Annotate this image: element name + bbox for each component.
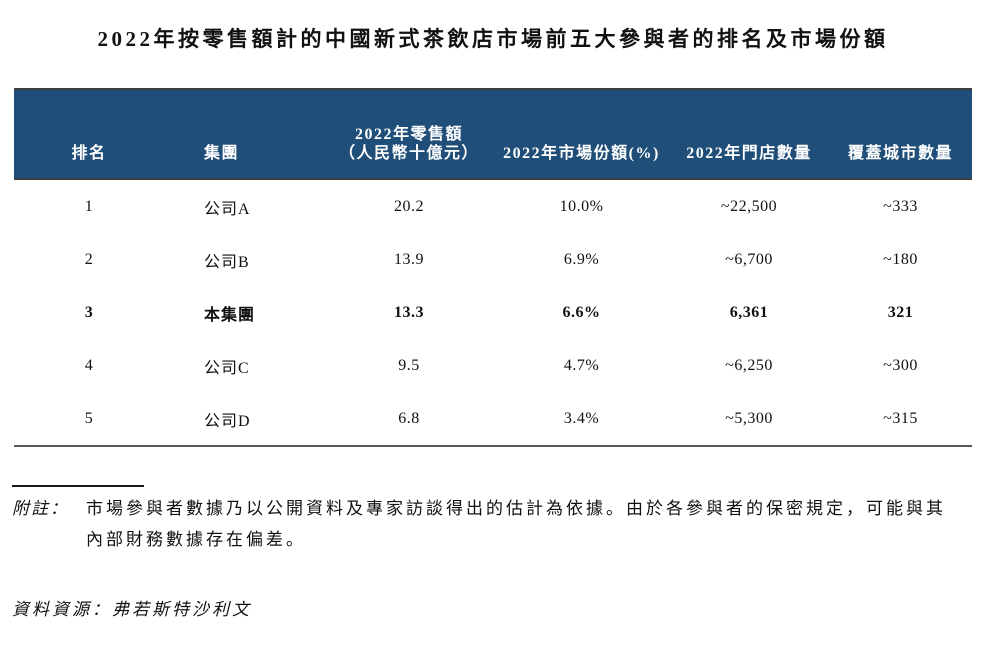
- table-row: 2 公司B 13.9 6.9% ~6,700 ~180: [14, 233, 972, 286]
- cell-group: 本集團: [204, 306, 256, 324]
- cell-retail: 13.9: [394, 250, 424, 268]
- page-title: 2022年按零售額計的中國新式茶飲店市場前五大參與者的排名及市場份額: [97, 27, 889, 51]
- cell-retail: 6.8: [398, 409, 420, 427]
- header-cell-group: 集團: [164, 89, 324, 179]
- cell-group: 公司A: [204, 200, 251, 218]
- cell-group: 公司C: [204, 359, 250, 377]
- footnote-line-1: 市場參與者數據乃以公開資料及專家訪談得出的估計為依據。由於各參與者的保密規定，可…: [86, 499, 946, 518]
- cell-share: 6.9%: [563, 250, 600, 268]
- cell-stores: 6,361: [729, 303, 769, 321]
- footnote-label: 附註：: [12, 499, 69, 518]
- header-cell-share: 2022年市場份額(%): [494, 89, 669, 179]
- header-cell-retail: 2022年零售額 （人民幣十億元）: [324, 89, 494, 179]
- source-note: 資料資源：弗若斯特沙利文: [12, 600, 252, 619]
- cell-rank: 2: [84, 250, 94, 268]
- cell-group: 公司B: [204, 253, 250, 271]
- table-header-row: 排名 集團 2022年零售額 （人民幣十億元） 2022年市場份額(%) 202…: [14, 89, 972, 179]
- cell-cities: ~180: [883, 250, 918, 268]
- cell-stores: ~5,300: [725, 409, 773, 427]
- cell-retail: 13.3: [394, 303, 424, 321]
- cell-cities: ~300: [883, 356, 918, 374]
- cell-rank: 1: [84, 197, 94, 215]
- header-cell-cities: 覆蓋城市數量: [829, 89, 972, 179]
- cell-stores: ~22,500: [720, 197, 778, 215]
- cell-share: 3.4%: [563, 409, 600, 427]
- cell-stores: ~6,250: [725, 356, 773, 374]
- cell-rank: 4: [84, 356, 94, 374]
- cell-retail: 9.5: [398, 356, 420, 374]
- table-row: 5 公司D 6.8 3.4% ~5,300 ~315: [14, 392, 972, 446]
- cell-rank: 5: [84, 409, 94, 427]
- header-cell-rank: 排名: [14, 89, 164, 179]
- cell-cities: 321: [887, 303, 914, 321]
- header-retail-line2: （人民幣十億元）: [338, 145, 479, 162]
- cell-retail: 20.2: [394, 197, 424, 215]
- footnote: 附註： 市場參與者數據乃以公開資料及專家訪談得出的估計為依據。由於各參與者的保密…: [12, 493, 978, 555]
- footnote-text: 市場參與者數據乃以公開資料及專家訪談得出的估計為依據。由於各參與者的保密規定，可…: [86, 493, 946, 555]
- footnote-divider: [12, 485, 144, 487]
- table-row: 4 公司C 9.5 4.7% ~6,250 ~300: [14, 339, 972, 392]
- market-ranking-table: 排名 集團 2022年零售額 （人民幣十億元） 2022年市場份額(%) 202…: [14, 88, 972, 447]
- cell-stores: ~6,700: [725, 250, 773, 268]
- table-row: 1 公司A 20.2 10.0% ~22,500 ~333: [14, 179, 972, 233]
- cell-share: 4.7%: [563, 356, 600, 374]
- header-retail-line1: 2022年零售額: [354, 126, 463, 143]
- header-cell-stores: 2022年門店數量: [669, 89, 829, 179]
- table-row-our-group: 3 本集團 13.3 6.6% 6,361 321: [14, 286, 972, 339]
- cell-cities: ~333: [883, 197, 918, 215]
- cell-group: 公司D: [204, 412, 251, 430]
- footnote-line-2: 內部財務數據存在偏差。: [86, 530, 306, 549]
- cell-cities: ~315: [883, 409, 918, 427]
- cell-share: 10.0%: [559, 197, 604, 215]
- cell-share: 6.6%: [562, 303, 601, 321]
- cell-rank: 3: [84, 303, 94, 321]
